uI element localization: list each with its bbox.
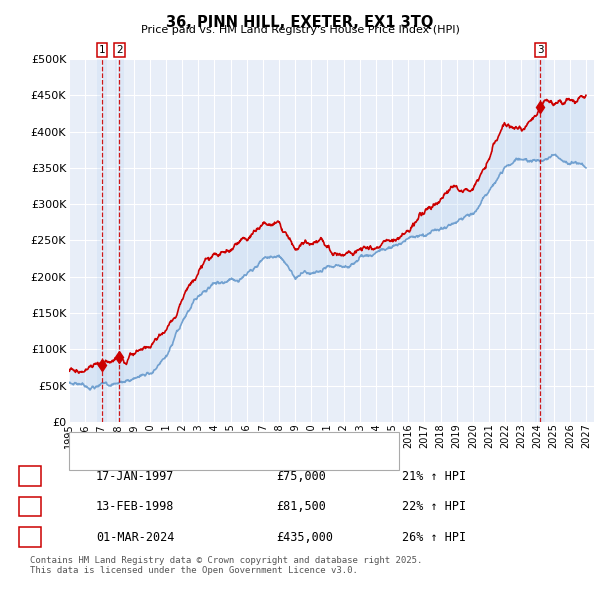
Text: ——: ——: [78, 434, 103, 447]
Bar: [97, 59, 107, 422]
Text: 3: 3: [537, 45, 544, 55]
Text: £435,000: £435,000: [276, 531, 333, 544]
Text: ——: ——: [78, 453, 103, 466]
Text: £81,500: £81,500: [276, 500, 326, 513]
Text: 1: 1: [98, 45, 105, 55]
Text: 22% ↑ HPI: 22% ↑ HPI: [402, 500, 466, 513]
Bar: [535, 59, 545, 422]
Text: 01-MAR-2024: 01-MAR-2024: [96, 531, 175, 544]
Text: 13-FEB-1998: 13-FEB-1998: [96, 500, 175, 513]
Text: 36, PINN HILL, EXETER, EX1 3TQ: 36, PINN HILL, EXETER, EX1 3TQ: [166, 15, 434, 30]
Text: Price paid vs. HM Land Registry's House Price Index (HPI): Price paid vs. HM Land Registry's House …: [140, 25, 460, 35]
Text: 2: 2: [26, 502, 34, 512]
Text: 26% ↑ HPI: 26% ↑ HPI: [402, 531, 466, 544]
Text: HPI: Average price, semi-detached house, East Devon: HPI: Average price, semi-detached house,…: [102, 454, 383, 464]
Text: 36, PINN HILL, EXETER, EX1 3TQ (semi-detached house): 36, PINN HILL, EXETER, EX1 3TQ (semi-det…: [102, 436, 394, 445]
Text: Contains HM Land Registry data © Crown copyright and database right 2025.
This d: Contains HM Land Registry data © Crown c…: [30, 556, 422, 575]
Text: 2: 2: [116, 45, 123, 55]
Text: 1: 1: [26, 471, 34, 481]
Text: 21% ↑ HPI: 21% ↑ HPI: [402, 470, 466, 483]
Bar: [115, 59, 124, 422]
Text: £75,000: £75,000: [276, 470, 326, 483]
Text: 3: 3: [26, 533, 34, 542]
Text: 17-JAN-1997: 17-JAN-1997: [96, 470, 175, 483]
